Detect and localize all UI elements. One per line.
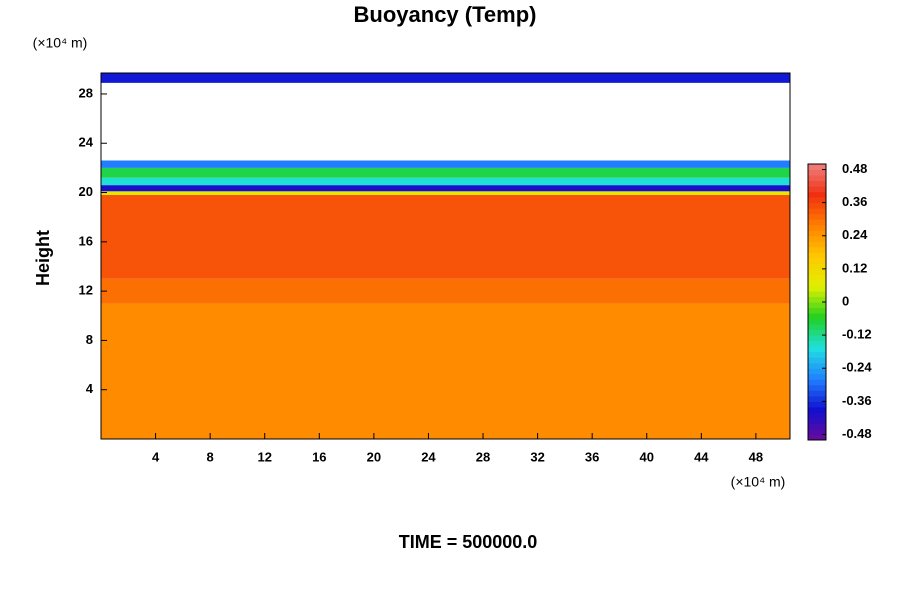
field-band [101,303,790,439]
field-band [101,167,790,178]
colorbar-segment [808,368,826,375]
colorbar-segment [808,340,826,347]
colorbar-segment [808,335,826,342]
y-tick-label: 4 [86,381,94,396]
colorbar-segment [808,202,826,209]
colorbar-segment [808,346,826,353]
colorbar-segment [808,351,826,358]
colorbar-segment [808,290,826,297]
footer: TIME = 500000.0 [399,532,538,552]
colorbar-tick-label: -0.36 [842,393,872,408]
y-unit: (×10⁴ m) [33,35,88,51]
colorbar-segment [808,296,826,303]
colorbar-segment [808,197,826,204]
colorbar-segment [808,268,826,275]
field [101,73,790,439]
colorbar-segment [808,302,826,309]
field-band [101,195,790,279]
colorbar-segment [808,279,826,286]
x-tick-label: 48 [749,449,763,464]
colorbar-tick-label: -0.48 [842,426,872,441]
x-tick-label: 12 [257,449,271,464]
colorbar-tick-label: -0.12 [842,327,872,342]
x-tick-label: 32 [530,449,544,464]
x-tick-label: 20 [367,449,381,464]
y-tick-label: 28 [79,85,93,100]
colorbar-tick-label: 0.48 [842,161,867,176]
colorbar-segment [808,246,826,253]
colorbar-segment [808,395,826,402]
colorbar-segment [808,180,826,187]
colorbar-segment [808,307,826,314]
colorbar-segment [808,412,826,419]
colorbar-segment [808,191,826,198]
colorbar-segment [808,252,826,259]
field-band [101,160,790,168]
colorbar-segment [808,357,826,364]
field-band [101,191,790,195]
colorbar-segment [808,230,826,237]
colorbar-segment [808,329,826,336]
y-tick-label: 24 [79,135,94,150]
x-tick-label: 16 [312,449,326,464]
colorbar-segment [808,423,826,430]
colorbar-segment [808,224,826,231]
y-axis-label: Height [33,230,53,286]
colorbar-segment [808,324,826,331]
x-tick-label: 4 [152,449,160,464]
colorbar-segment [808,274,826,281]
colorbar-tick-label: -0.24 [842,360,872,375]
chart-title: Buoyancy (Temp) [354,2,537,27]
colorbar-segment [808,241,826,248]
x-tick-label: 28 [476,449,490,464]
x-tick-label: 44 [694,449,709,464]
colorbar-tick-label: 0.36 [842,194,867,209]
y-tick-label: 12 [79,283,93,298]
colorbar-segment [808,390,826,397]
x-tick-label: 24 [421,449,436,464]
colorbar-segment [808,434,826,441]
colorbar-segment [808,175,826,182]
y-tick-label: 8 [86,332,93,347]
colorbar-segment [808,285,826,292]
y-tick-label: 16 [79,233,93,248]
colorbar-segment [808,213,826,220]
colorbar-segment [808,235,826,242]
plot-frame [100,72,791,440]
field-band [101,185,790,192]
colorbar-segment [808,257,826,264]
colorbar-segment [808,186,826,193]
colorbar-segment [808,417,826,424]
field-band [101,73,790,83]
colorbar-segment [808,164,826,171]
colorbar-segment [808,219,826,226]
field-band [101,278,790,304]
colorbar-segment [808,169,826,176]
colorbar-segment [808,379,826,386]
x-tick-label: 36 [585,449,599,464]
colorbar-tick-label: 0 [842,293,849,308]
colorbar-segment [808,362,826,369]
colorbar-segment [808,263,826,270]
colorbar-tick-label: 0.24 [842,227,868,242]
field-band [101,177,790,186]
x-tick-label: 8 [207,449,214,464]
x-tick-label: 40 [640,449,654,464]
colorbar-segment [808,318,826,325]
colorbar-tick-label: 0.12 [842,260,867,275]
colorbar-segment [808,401,826,408]
colorbar-segment [808,428,826,435]
colorbar-segment [808,313,826,320]
colorbar-segment [808,373,826,380]
y-tick-label: 20 [79,184,93,199]
x-unit: (×10⁴ m) [731,474,786,490]
colorbar-segment [808,384,826,391]
colorbar-segment [808,208,826,215]
colorbar-segment [808,406,826,413]
